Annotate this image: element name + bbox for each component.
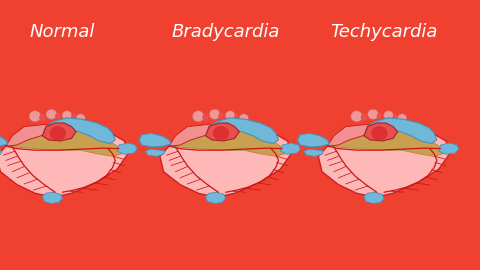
Ellipse shape <box>239 114 249 122</box>
Polygon shape <box>42 118 115 144</box>
Ellipse shape <box>368 109 379 119</box>
Polygon shape <box>0 149 2 156</box>
Polygon shape <box>318 128 450 197</box>
Ellipse shape <box>213 126 229 140</box>
Text: Bradycardia: Bradycardia <box>171 23 280 41</box>
Polygon shape <box>169 124 226 146</box>
Ellipse shape <box>39 114 46 121</box>
Ellipse shape <box>76 114 85 122</box>
Polygon shape <box>364 123 397 141</box>
Polygon shape <box>364 192 384 204</box>
Polygon shape <box>6 130 122 156</box>
Ellipse shape <box>234 114 239 120</box>
Polygon shape <box>0 133 8 147</box>
Ellipse shape <box>393 114 397 120</box>
Ellipse shape <box>209 109 220 119</box>
Polygon shape <box>205 123 239 141</box>
Ellipse shape <box>351 111 362 122</box>
Polygon shape <box>205 192 226 204</box>
Polygon shape <box>42 192 62 204</box>
Polygon shape <box>298 133 329 147</box>
Polygon shape <box>364 118 437 144</box>
Polygon shape <box>6 124 62 146</box>
Polygon shape <box>160 128 291 197</box>
Polygon shape <box>0 128 128 197</box>
Polygon shape <box>280 143 300 154</box>
Ellipse shape <box>377 113 382 119</box>
Polygon shape <box>169 130 285 156</box>
Polygon shape <box>205 118 278 144</box>
Polygon shape <box>145 149 166 156</box>
Polygon shape <box>327 124 384 146</box>
Ellipse shape <box>55 113 60 119</box>
Text: Techycardia: Techycardia <box>330 23 438 41</box>
Ellipse shape <box>46 109 57 119</box>
Ellipse shape <box>62 111 72 120</box>
Polygon shape <box>439 143 459 154</box>
Ellipse shape <box>49 126 66 140</box>
Ellipse shape <box>384 111 394 120</box>
Ellipse shape <box>397 114 407 122</box>
Text: Normal: Normal <box>30 23 95 41</box>
Polygon shape <box>42 123 76 141</box>
Polygon shape <box>304 149 324 156</box>
Polygon shape <box>117 143 137 154</box>
Ellipse shape <box>371 126 388 140</box>
Ellipse shape <box>29 111 41 122</box>
Polygon shape <box>139 133 171 147</box>
Ellipse shape <box>203 114 209 121</box>
Polygon shape <box>327 130 444 156</box>
Ellipse shape <box>225 111 235 120</box>
Ellipse shape <box>218 113 224 119</box>
Ellipse shape <box>361 114 367 121</box>
Ellipse shape <box>192 111 204 122</box>
Ellipse shape <box>71 114 76 120</box>
